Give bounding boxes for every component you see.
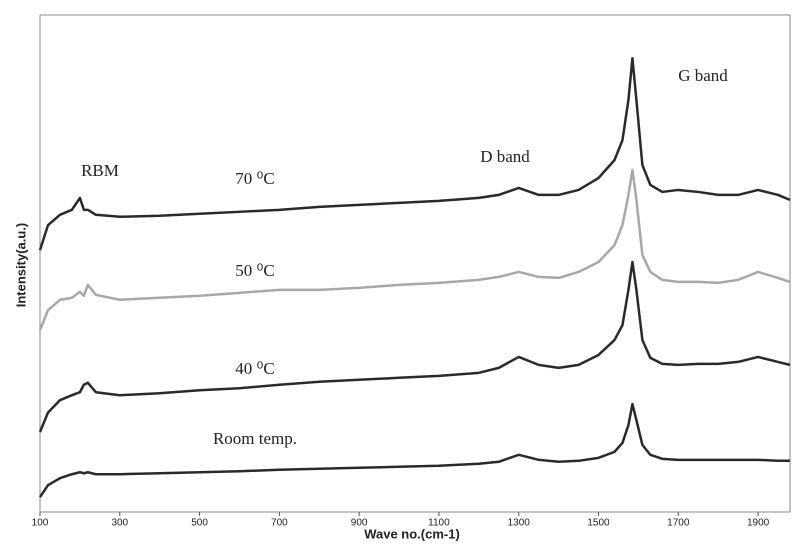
spectrum-line: [38, 56, 791, 251]
annotation: 70 ⁰C: [235, 169, 274, 188]
spectrum-line: [38, 260, 791, 433]
x-tick-label: 1100: [428, 518, 450, 529]
annotation: D band: [480, 147, 530, 166]
annotation: RBM: [81, 161, 119, 180]
annotation: Room temp.: [213, 429, 297, 448]
x-tick-label: 900: [351, 518, 368, 529]
y-axis-label: Intensity(a.u.): [13, 223, 28, 308]
x-tick-label: 500: [191, 518, 208, 529]
x-tick-label: 1300: [508, 518, 531, 529]
annotation: G band: [678, 66, 728, 85]
x-tick-label: 700: [271, 518, 288, 529]
annotation: 40 ⁰C: [235, 359, 274, 378]
spectrum-line: [38, 402, 790, 498]
x-tick-label: 1700: [667, 518, 690, 529]
plot-frame: [39, 14, 791, 513]
spectrum-line: [38, 168, 791, 331]
x-tick-label: 300: [111, 518, 128, 529]
annotation: 50 ⁰C: [235, 261, 274, 280]
x-axis-label: Wave no.(cm-1): [364, 526, 460, 541]
x-tick-label: 1900: [747, 518, 770, 529]
x-tick-label: 100: [32, 518, 49, 529]
x-tick-label: 1500: [587, 518, 610, 529]
